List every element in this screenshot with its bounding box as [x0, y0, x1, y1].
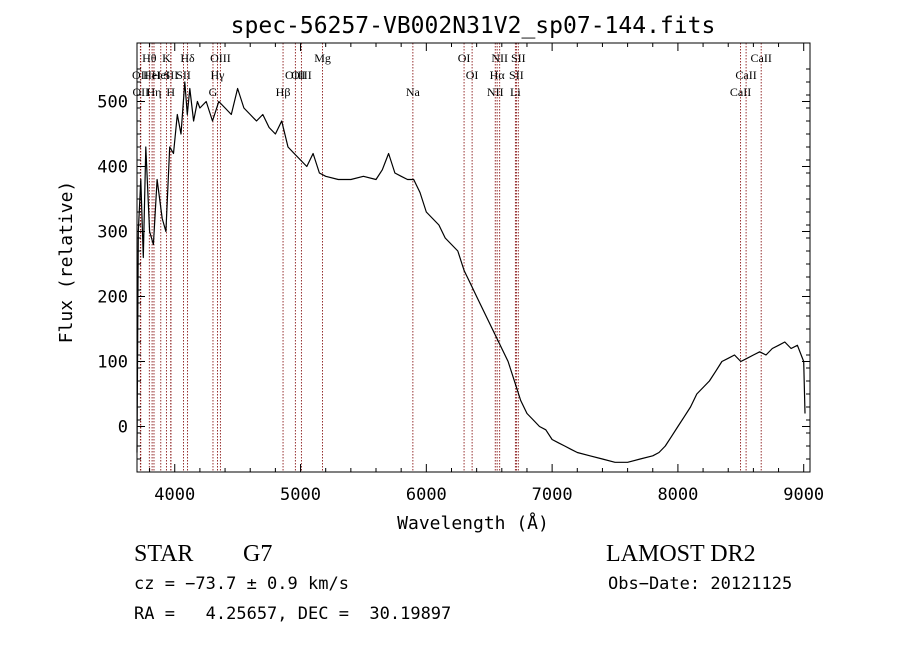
spectral-line-label: OIII: [291, 68, 312, 82]
spectral-line-label: Hδ: [180, 51, 195, 65]
y-tick-label: 0: [118, 418, 128, 438]
spectral-line-label: NII: [487, 85, 504, 99]
y-tick-label: 500: [97, 93, 128, 113]
star-class: STAR: [134, 541, 193, 567]
survey-name: LAMOST DR2: [606, 541, 756, 567]
spectral-line-labels: OIIOIIHθHeIHηHeIKHSIIHδSIIGHγOIIIHβOIIIO…: [132, 51, 772, 99]
cz-value: cz = −73.7 ± 0.9 km/s: [134, 574, 349, 594]
spectral-line-label: H: [166, 85, 175, 99]
spectral-line-label: HeI: [152, 68, 170, 82]
spectral-line-label: OIII: [285, 68, 306, 82]
spectral-line-label: HeI: [143, 68, 161, 82]
spectral-line-label: OI: [466, 68, 479, 82]
spectral-line-label: OII: [132, 68, 149, 82]
x-tick-label: 7000: [532, 485, 573, 505]
y-tick-label: 200: [97, 288, 128, 308]
spectral-line-label: OI: [458, 51, 471, 65]
spectrum-series-line: [136, 81, 806, 463]
spectral-line-label: SII: [164, 68, 179, 82]
x-tick-label: 5000: [280, 485, 321, 505]
spectral-line-label: OIII: [210, 51, 231, 65]
x-tick-label: 9000: [783, 485, 824, 505]
x-tick-label: 8000: [657, 485, 698, 505]
obs-date: Obs−Date: 20121125: [608, 574, 792, 594]
y-axis-ticks: 0 100 200 300 400 500: [97, 68, 810, 460]
x-tick-label: 4000: [154, 485, 195, 505]
x-axis-label: Wavelength (Å): [397, 512, 549, 534]
spectral-line-label: G: [209, 85, 218, 99]
x-tick-label: 6000: [406, 485, 447, 505]
spectral-line-label: Hγ: [211, 68, 226, 82]
y-axis-label: Flux (relative): [56, 181, 77, 344]
y-tick-label: 400: [97, 158, 128, 178]
y-tick-label: 100: [97, 353, 128, 373]
spectral-line-label: Hβ: [276, 85, 291, 99]
spectral-line-label: CaII: [751, 51, 772, 65]
chart-title: spec-56257-VB002N31V2_sp07-144.fits: [231, 13, 716, 39]
spectral-line-label: Hθ: [142, 51, 157, 65]
spectral-line-label: Hα: [490, 68, 506, 82]
spectral-line-label: SII: [511, 51, 526, 65]
spectral-line-label: NII: [491, 51, 508, 65]
y-tick-label: 300: [97, 223, 128, 243]
coordinates: RA = 4.25657, DEC = 30.19897: [134, 604, 451, 624]
spectral-line-label: Hη: [147, 85, 162, 99]
x-axis-ticks: 4000 5000 6000 7000 8000 9000: [149, 43, 824, 505]
plot-frame: [136, 42, 811, 473]
spectral-line-markers: [139, 43, 762, 472]
spectral-line-label: CaII: [735, 68, 756, 82]
spectral-line-label: CaII: [730, 85, 751, 99]
star-subclass: G7: [243, 541, 272, 567]
spectral-line-label: SII: [176, 68, 191, 82]
spectral-line-label: Mg: [314, 51, 331, 65]
spectral-line-label: K: [162, 51, 171, 65]
spectral-line-label: SII: [509, 68, 524, 82]
spectral-line-label: Na: [406, 85, 421, 99]
spectral-line-label: Li: [510, 85, 521, 99]
